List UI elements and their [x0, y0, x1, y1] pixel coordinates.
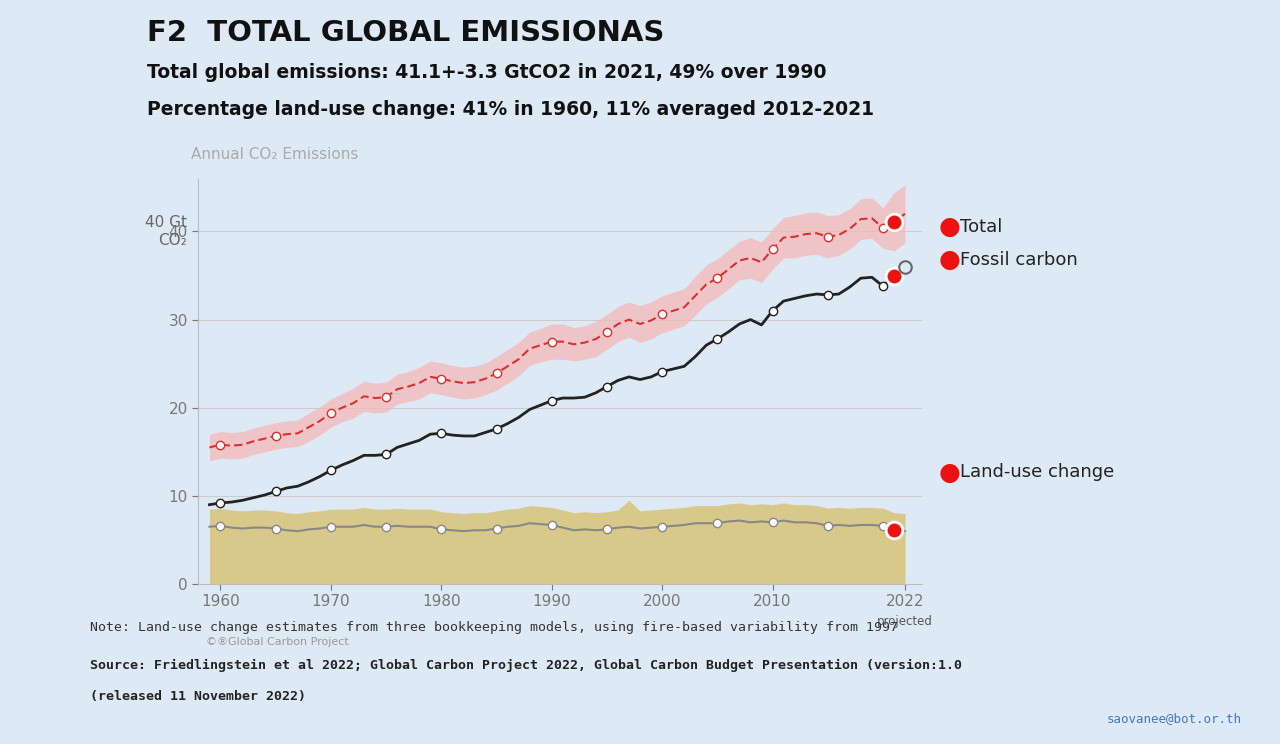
- Text: Total global emissions: 41.1+-3.3 GtCO2 in 2021, 49% over 1990: Total global emissions: 41.1+-3.3 GtCO2 …: [147, 63, 827, 83]
- Text: Land-use change: Land-use change: [960, 464, 1115, 481]
- Text: ●: ●: [938, 215, 960, 239]
- Text: Note: Land-use change estimates from three bookkeeping models, using fire-based : Note: Land-use change estimates from thr…: [90, 621, 897, 634]
- Text: Fossil carbon: Fossil carbon: [960, 251, 1078, 269]
- Text: Source: Friedlingstein et al 2022; Global Carbon Project 2022, Global Carbon Bud: Source: Friedlingstein et al 2022; Globa…: [90, 658, 961, 672]
- Text: 40 Gt
CO₂: 40 Gt CO₂: [146, 215, 187, 248]
- Text: ●: ●: [938, 461, 960, 484]
- Text: saovanee@bot.or.th: saovanee@bot.or.th: [1107, 713, 1242, 725]
- Text: ©®Global Carbon Project: ©®Global Carbon Project: [206, 637, 348, 647]
- Text: projected: projected: [877, 615, 933, 628]
- Text: ●: ●: [938, 248, 960, 272]
- Text: F2  TOTAL GLOBAL EMISSIONAS: F2 TOTAL GLOBAL EMISSIONAS: [147, 19, 664, 47]
- Text: Percentage land-use change: 41% in 1960, 11% averaged 2012-2021: Percentage land-use change: 41% in 1960,…: [147, 100, 874, 120]
- Text: (released 11 November 2022): (released 11 November 2022): [90, 690, 306, 703]
- Text: Annual CO₂ Emissions: Annual CO₂ Emissions: [191, 147, 358, 162]
- Text: Total: Total: [960, 218, 1002, 236]
